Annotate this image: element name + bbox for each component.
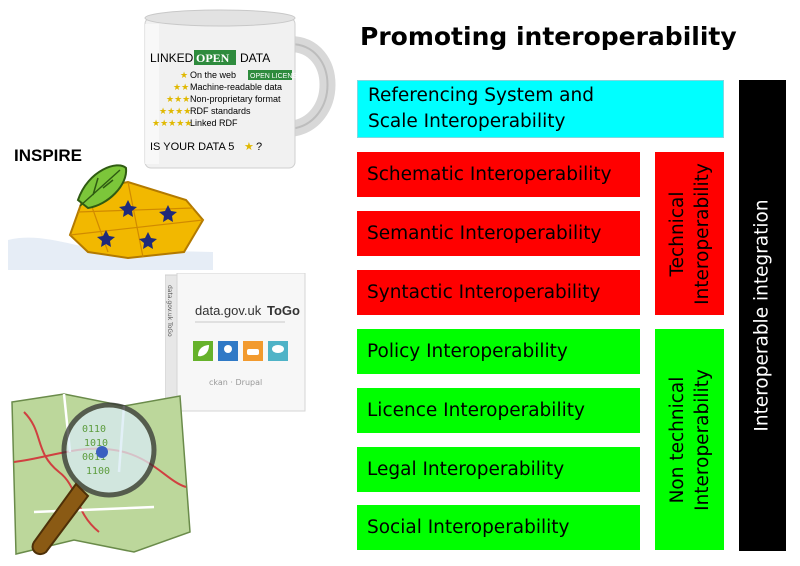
svg-text:1010: 1010: [84, 438, 108, 449]
mug-line-1: On the web: [190, 70, 236, 80]
togo-footer: ckan · Drupal: [209, 378, 262, 387]
referencing-line-2: Scale Interoperability: [368, 111, 566, 132]
policy-box: Policy Interoperability: [357, 329, 640, 374]
technical-group-label: Technical Interoperability: [665, 163, 715, 305]
diagram-title: Promoting interoperability: [360, 22, 737, 51]
mug-question-suffix: ?: [256, 141, 262, 153]
mug-title-prefix: LINKED: [150, 51, 194, 65]
non-technical-line-1: Non technical: [666, 376, 688, 503]
syntactic-label: Syntactic Interoperability: [367, 281, 601, 303]
svg-text:0110: 0110: [82, 424, 106, 435]
schematic-label: Schematic Interoperability: [367, 163, 612, 185]
integration-bar: Interoperable integration: [739, 80, 786, 551]
togo-title-prefix: data.gov.uk: [195, 303, 262, 318]
togo-spine: data.gov.uk ToGo: [166, 285, 173, 337]
social-box: Social Interoperability: [357, 505, 640, 550]
legal-label: Legal Interoperability: [367, 458, 565, 480]
svg-text:★★★: ★★★: [166, 95, 190, 105]
inspire-logo-image: [8, 160, 213, 270]
openstreetmap-logo-image: 0110 1010 0011 1100: [4, 392, 196, 560]
mug-line-5: Linked RDF: [190, 118, 238, 128]
integration-label: Interoperable integration: [752, 199, 774, 432]
non-technical-group-label: Non technical Interoperability: [665, 369, 715, 511]
mug-line-3: Non-proprietary format: [190, 94, 281, 104]
semantic-label: Semantic Interoperability: [367, 222, 602, 244]
licence-box: Licence Interoperability: [357, 388, 640, 433]
technical-line-2: Interoperability: [691, 162, 713, 305]
referencing-line-1: Referencing System and: [368, 85, 594, 106]
non-technical-line-2: Interoperability: [691, 368, 713, 511]
svg-text:★★★★★: ★★★★★: [152, 119, 192, 129]
inspire-label: INSPIRE: [14, 146, 83, 165]
mug-question-prefix: IS YOUR DATA 5: [150, 141, 234, 153]
syntactic-box: Syntactic Interoperability: [357, 270, 640, 315]
technical-line-1: Technical: [666, 191, 688, 276]
schematic-box: Schematic Interoperability: [357, 152, 640, 197]
linked-open-data-mug-image: LINKED OPEN DATA ★ ★★ ★★★ ★★★★ ★★★★★ On …: [140, 4, 340, 174]
legal-box: Legal Interoperability: [357, 447, 640, 492]
semantic-box: Semantic Interoperability: [357, 211, 640, 256]
mug-line-2: Machine-readable data: [190, 82, 282, 92]
mug-badge: OPEN LICENSE: [250, 73, 302, 80]
policy-label: Policy Interoperability: [367, 340, 568, 362]
mug-title-suffix: DATA: [240, 51, 270, 65]
data-gov-uk-togo-image: data.gov.uk ToGo data.gov.uk ToGo ckan ·…: [164, 272, 307, 413]
svg-text:0011: 0011: [82, 452, 106, 463]
referencing-box: Referencing System and Scale Interoperab…: [357, 80, 724, 138]
svg-text:★★★★: ★★★★: [159, 107, 191, 117]
mug-title-open: OPEN: [196, 51, 230, 65]
svg-text:★: ★: [244, 140, 254, 153]
licence-label: Licence Interoperability: [367, 399, 585, 421]
social-label: Social Interoperability: [367, 516, 570, 538]
mug-line-4: RDF standards: [190, 106, 251, 116]
non-technical-group-bar: Non technical Interoperability: [655, 329, 724, 550]
svg-text:1100: 1100: [86, 466, 110, 477]
svg-text:★: ★: [180, 71, 188, 81]
technical-group-bar: Technical Interoperability: [655, 152, 724, 315]
togo-title-bold: ToGo: [267, 303, 300, 318]
svg-text:★★: ★★: [173, 83, 189, 93]
